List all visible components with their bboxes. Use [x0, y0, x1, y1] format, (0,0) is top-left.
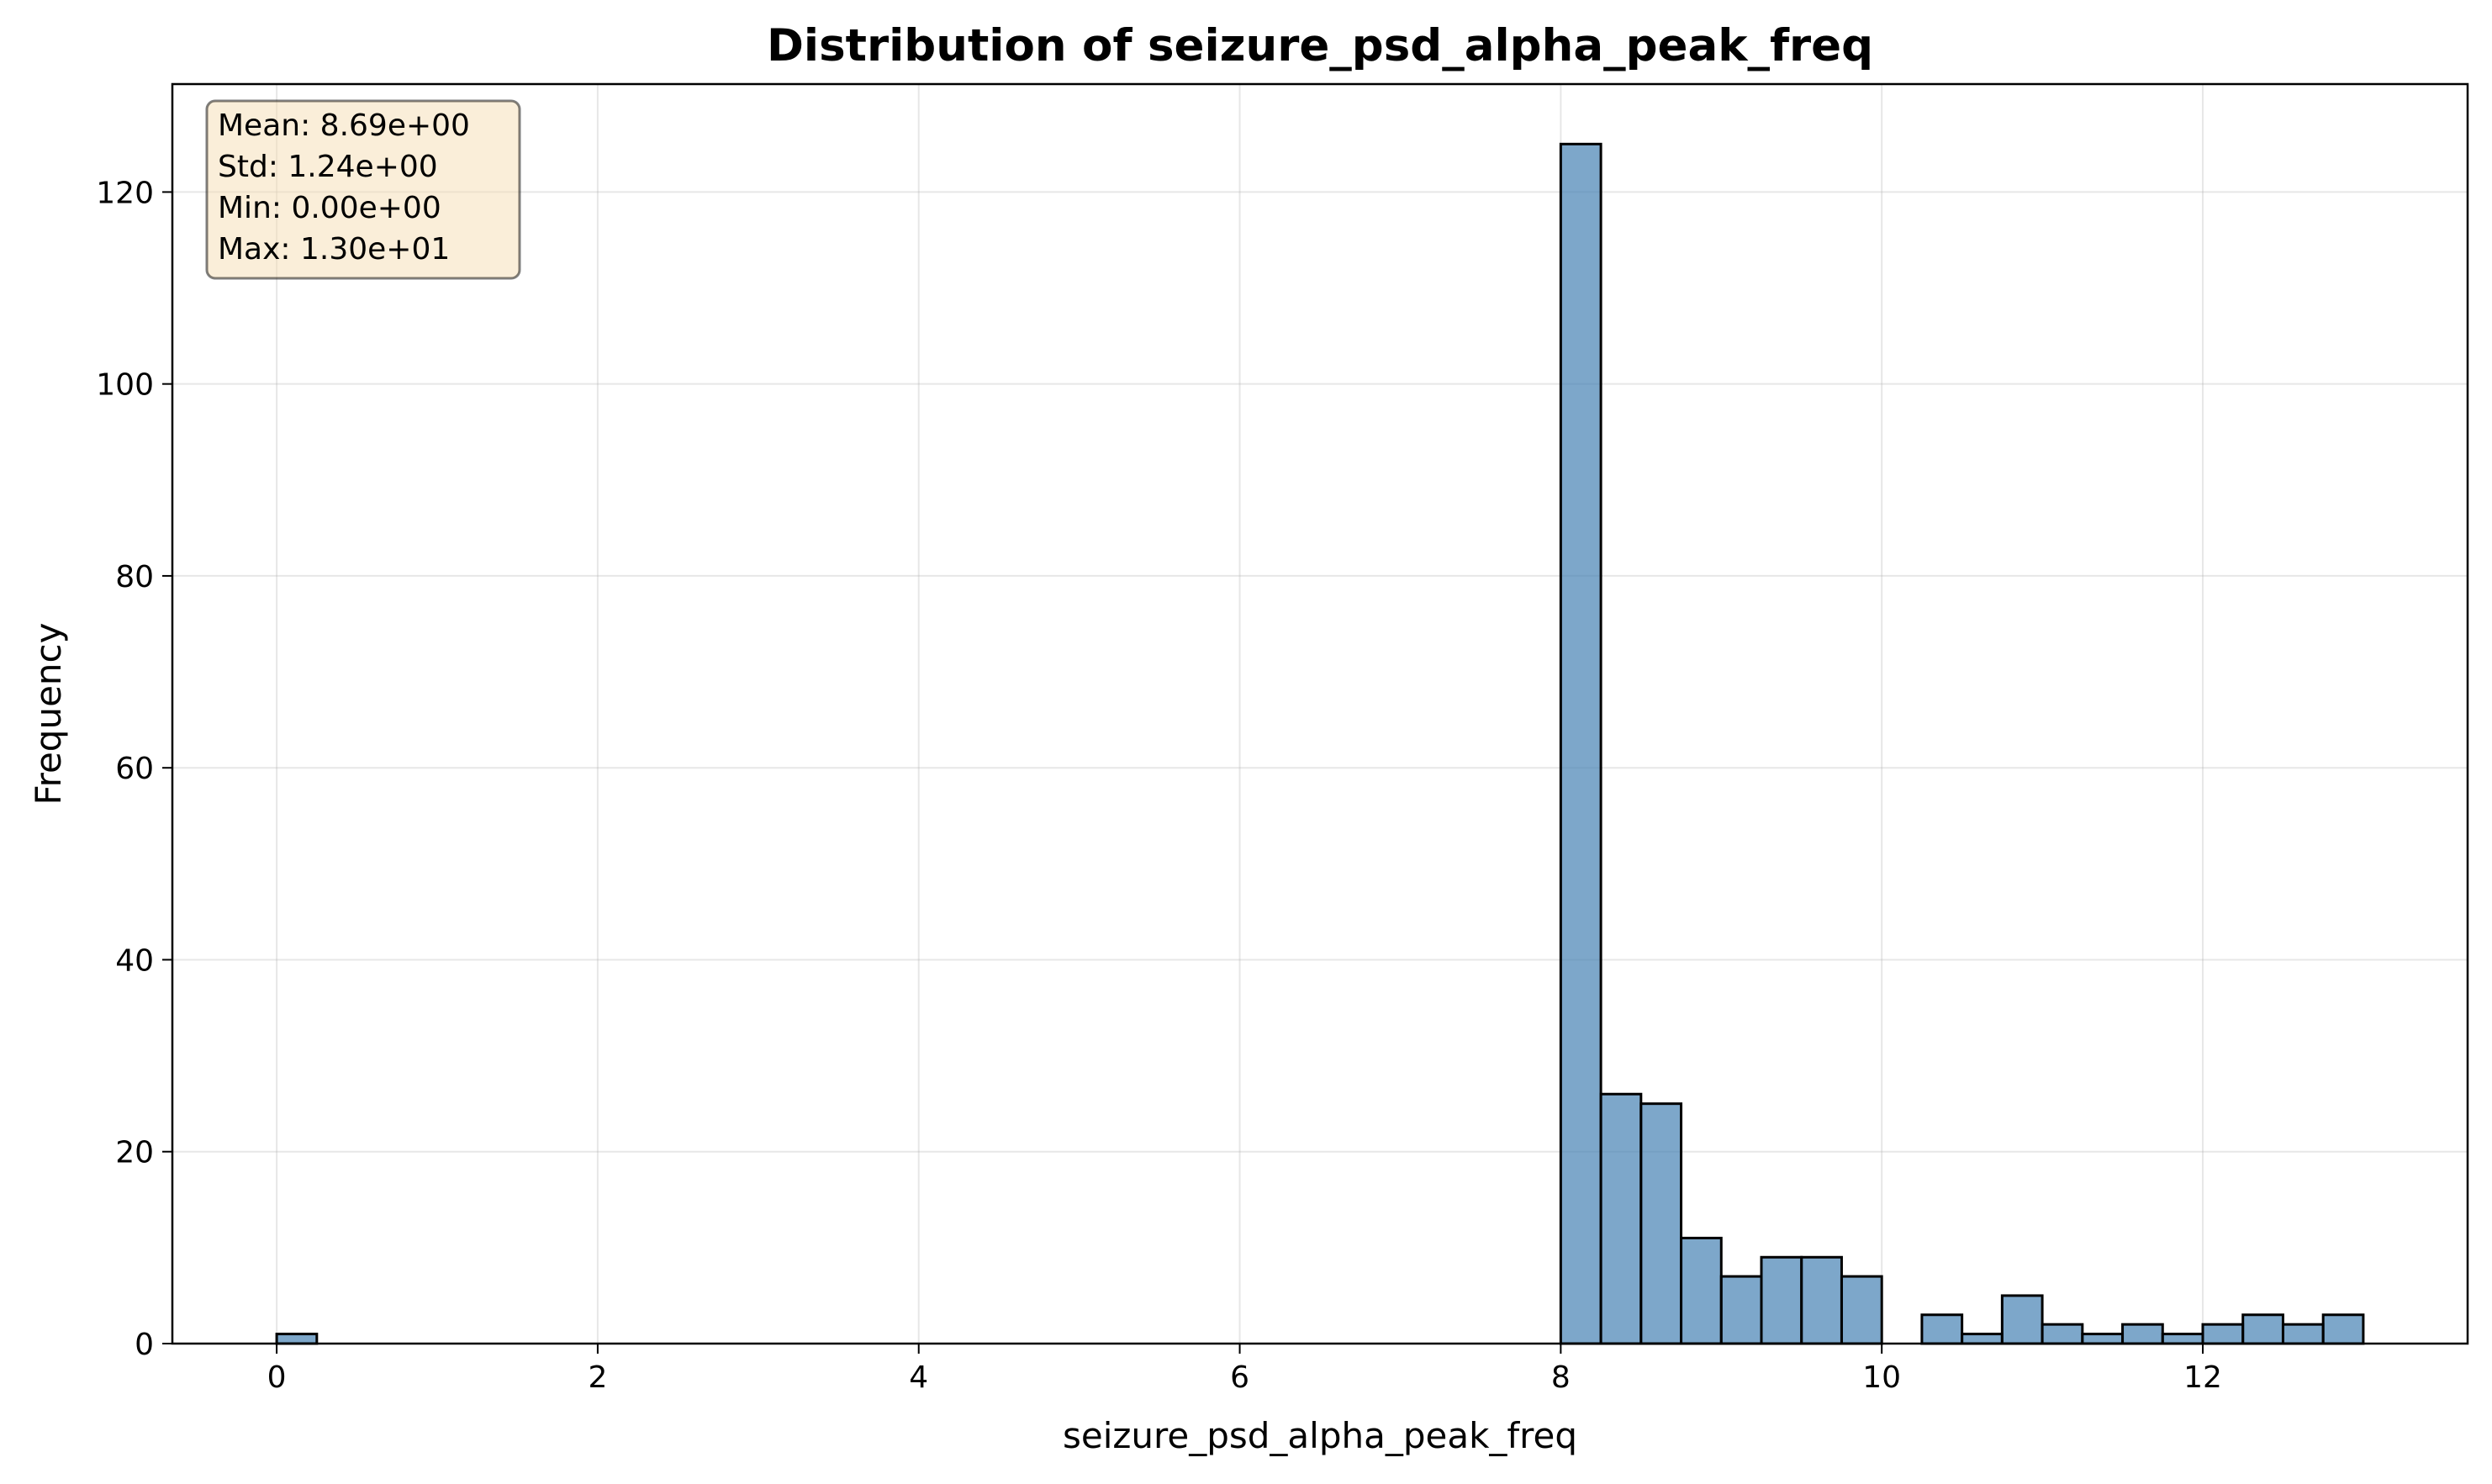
- chart-title: Distribution of seizure_psd_alpha_peak_f…: [767, 20, 1873, 71]
- stats-std: Std: 1.24e+00: [218, 150, 438, 184]
- histogram-bar: [2201, 1323, 2245, 1345]
- histogram-bar: [2321, 1313, 2365, 1345]
- x-tick-label: 4: [909, 1360, 928, 1395]
- stats-mean: Mean: 8.69e+00: [218, 108, 470, 143]
- histogram-bar: [2000, 1294, 2044, 1345]
- histogram-bar: [2041, 1323, 2084, 1345]
- histogram-bar: [1920, 1313, 1964, 1345]
- y-tick-label: 0: [135, 1328, 154, 1362]
- stats-min: Min: 0.00e+00: [218, 191, 441, 225]
- histogram-bar: [2281, 1323, 2325, 1345]
- histogram-bar: [1559, 142, 1602, 1345]
- y-tick-label: 40: [115, 943, 154, 978]
- y-tick-label: 100: [96, 368, 154, 403]
- histogram-bar: [1719, 1275, 1763, 1345]
- stats-box: Mean: 8.69e+00 Std: 1.24e+00 Min: 0.00e+…: [205, 99, 521, 280]
- histogram-bar: [2161, 1333, 2204, 1345]
- x-tick-label: 0: [267, 1360, 287, 1395]
- stats-box-background: [205, 99, 521, 280]
- bars-layer: [275, 142, 2365, 1345]
- histogram-bar: [1800, 1255, 1843, 1345]
- histogram-bar: [275, 1333, 319, 1345]
- histogram-bar: [1599, 1092, 1643, 1345]
- y-tick-label: 120: [96, 176, 154, 210]
- histogram-bar: [1961, 1333, 2004, 1345]
- histogram-bar: [2121, 1323, 2164, 1345]
- x-tick-label: 10: [1862, 1360, 1901, 1395]
- stats-max: Max: 1.30e+01: [218, 232, 450, 267]
- y-tick-label: 60: [115, 752, 154, 786]
- histogram-bar: [1680, 1236, 1723, 1345]
- histogram-bar: [2241, 1313, 2284, 1345]
- grid-layer: [172, 84, 2468, 1344]
- x-tick-label: 8: [1551, 1360, 1571, 1395]
- histogram-bar: [1840, 1275, 1883, 1345]
- y-tick-label: 80: [115, 560, 154, 594]
- y-axis-label: Frequency: [28, 623, 69, 805]
- histogram-bar: [1639, 1102, 1683, 1345]
- y-tick-label: 20: [115, 1136, 154, 1170]
- plot-frame: [171, 82, 2469, 1345]
- histogram-bar: [1760, 1255, 1803, 1345]
- x-tick-label: 2: [588, 1360, 607, 1395]
- histogram-bar: [2081, 1333, 2125, 1345]
- x-tick-label: 6: [1230, 1360, 1249, 1395]
- x-axis-label: seizure_psd_alpha_peak_freq: [1063, 1415, 1577, 1456]
- x-tick-label: 12: [2183, 1360, 2222, 1395]
